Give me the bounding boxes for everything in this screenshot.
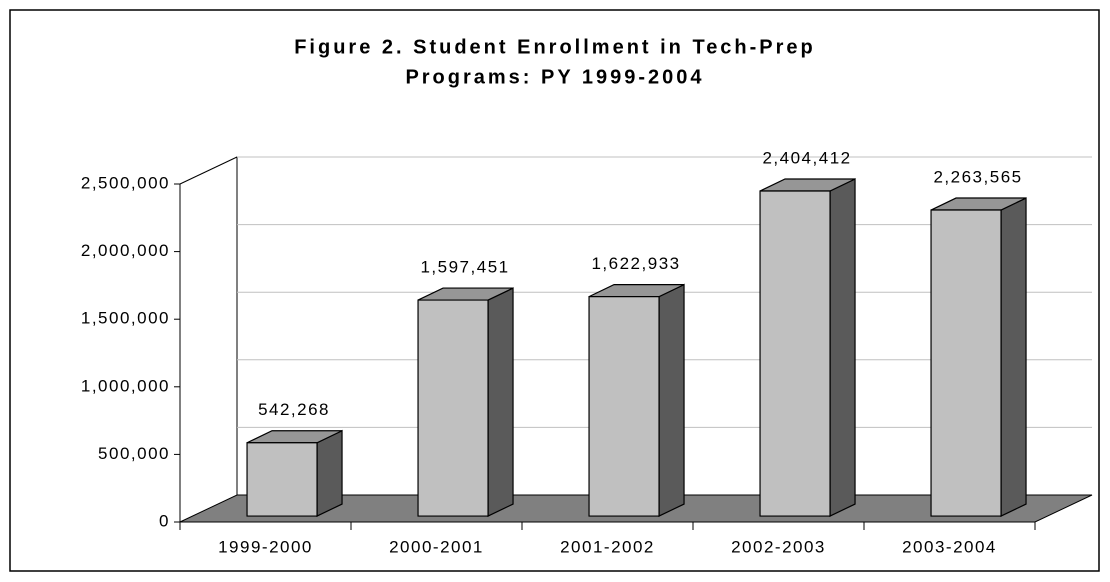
left-wall-edge [179,156,238,185]
x-tick-label: 2000-2001 [389,537,484,556]
chart-border [9,9,1100,572]
y-tick-label: 1,500,000 [81,309,170,328]
bar-side [487,287,514,518]
bar-front [759,190,831,517]
bar [246,429,343,518]
bar-front [930,209,1002,517]
value-label: 1,622,933 [591,254,680,273]
bar [759,178,856,518]
value-label: 2,263,565 [933,168,1022,187]
bar-side [829,178,856,518]
chart-title: Figure 2. Student Enrollment in Tech-Pre… [294,36,816,58]
y-tick-label: 0 [159,511,170,530]
chart-title: Programs: PY 1999-2004 [405,66,704,88]
x-tick-label: 1999-2000 [218,537,313,556]
bar [930,197,1027,518]
bar-side [316,429,343,518]
bar [417,287,514,518]
bar-side [1000,197,1027,518]
bar-front [588,296,660,517]
y-tick-label: 2,000,000 [81,241,170,260]
x-tick-label: 2002-2003 [731,537,826,556]
value-label: 542,268 [258,400,330,419]
y-tick-label: 500,000 [98,444,170,463]
x-tick-label: 2001-2002 [560,537,655,556]
x-tick-label: 2003-2004 [902,537,997,556]
y-tick-label: 2,500,000 [81,173,170,192]
bar-side [658,283,685,518]
bar-front [246,442,318,517]
value-label: 1,597,451 [420,258,509,277]
bar [588,283,685,518]
y-tick-label: 1,000,000 [81,376,170,395]
bar-front [417,299,489,517]
value-label: 2,404,412 [762,148,851,167]
